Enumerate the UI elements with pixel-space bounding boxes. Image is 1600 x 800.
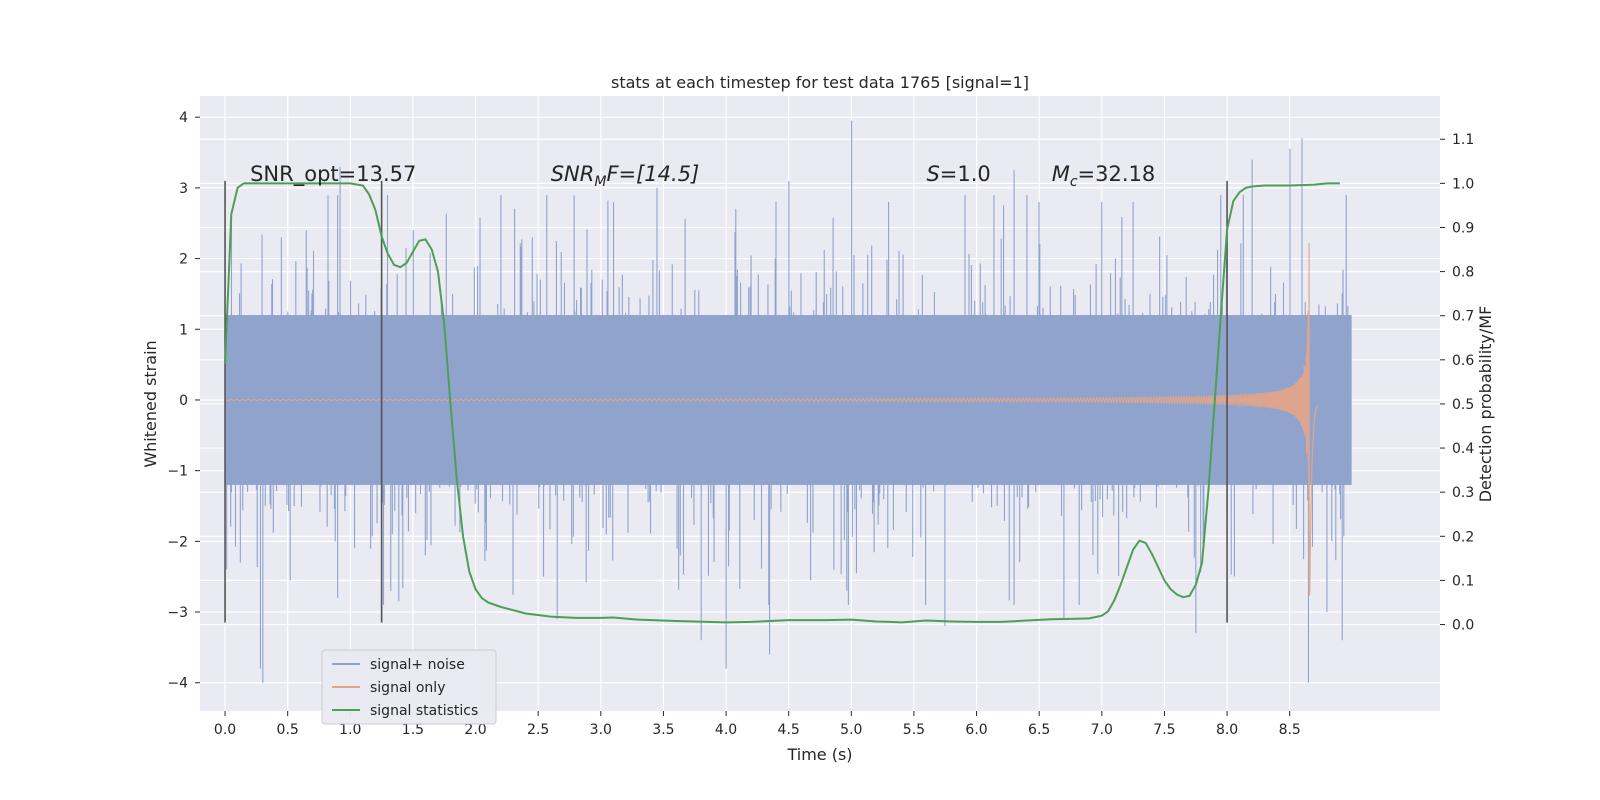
x-tick-label-11: 5.5 [903,722,925,738]
x-tick-label-5: 2.5 [527,722,549,738]
y-tick-label-0: −4 [167,676,188,692]
annotation-mc-base: M [1052,162,1070,186]
x-tick-label-7: 3.5 [652,722,674,738]
x-tick-label-14: 7.0 [1091,722,1113,738]
y2-tick-label-5: 0.5 [1452,397,1474,413]
x-tick-label-2: 1.0 [339,722,361,738]
annotation-s: S=1.0 [926,162,990,186]
x-axis-ticks: 0.0 0.5 1.0 1.5 2.0 2.5 3.0 3.5 4.0 4.5 5.0 5.5 6.0 6… [214,711,1301,738]
y2-tick-label-0: 0.0 [1452,618,1474,634]
legend-label-signal-statistics: signal statistics [370,703,478,719]
x-tick-label-0: 0.0 [214,722,236,738]
x-tick-label-4: 2.0 [464,722,486,738]
series-signal-statistics [224,182,1340,624]
annotation-mc-sub: c [1070,174,1078,190]
x-tick-label-16: 8.0 [1216,722,1238,738]
vertical-markers [224,180,1228,623]
statistics-trace [224,182,1340,624]
chart-title: stats at each timestep for test data 176… [611,73,1029,92]
x-tick-label-13: 6.5 [1028,722,1050,738]
y-tick-label-4: 0 [179,393,188,409]
y-axis-ticks: −4 −3 −2 −1 0 1 2 3 4 [167,110,200,692]
y2-tick-label-1: 0.1 [1452,573,1474,589]
x-tick-label-12: 6.0 [965,722,987,738]
y-tick-label-8: 4 [179,110,188,126]
x-tick-label-1: 0.5 [277,722,299,738]
legend-frame [321,649,497,725]
y2-tick-label-9: 0.9 [1452,220,1474,236]
annotation-snr-mf-sub: M [594,174,606,190]
x-tick-label-15: 7.5 [1153,722,1175,738]
y-tick-label-2: −2 [167,534,188,550]
y2-tick-label-2: 0.2 [1452,529,1474,545]
y2-axis-label: Detection probability/MF [1476,306,1495,503]
legend-label-signal-only: signal only [370,680,445,696]
y-tick-label-6: 2 [179,252,188,268]
y2-tick-label-3: 0.3 [1452,485,1474,501]
y2-tick-label-7: 0.7 [1452,309,1474,325]
y2-tick-label-8: 0.8 [1452,265,1474,281]
x-tick-label-8: 4.0 [715,722,737,738]
x-tick-label-3: 1.5 [402,722,424,738]
legend-label-signal-noise: signal+ noise [370,657,465,673]
y2-tick-label-6: 0.6 [1452,353,1474,369]
annotation-mc-rest: =32.18 [1078,162,1156,186]
x-tick-label-6: 3.0 [590,722,612,738]
signal-trace [225,243,1318,596]
y-tick-label-3: −1 [167,464,188,480]
y2-axis-ticks: 0.0 0.1 0.2 0.3 0.4 0.5 0.6 0.7 0.8 0.9 1.0 1.1 [1440,132,1474,634]
annotation-snr-opt: SNR_opt=13.57 [250,162,416,187]
annotation-snr-mf: SNRMF=[14.5] [551,162,700,190]
x-tick-label-9: 4.5 [778,722,800,738]
y-tick-label-5: 1 [179,322,188,338]
x-tick-label-10: 5.0 [840,722,862,738]
x-tick-label-17: 8.5 [1279,722,1301,738]
x-axis-label: Time (s) [786,745,852,764]
annotation-mc: Mc=32.18 [1052,162,1156,190]
annotation-snr-mf-rest: F=[14.5] [606,162,699,186]
annotation-snr-mf-base: SNR [551,162,595,186]
annotation-s-base: S [926,162,939,186]
y-axis-label: Whitened strain [141,340,160,467]
y-tick-label-1: −3 [167,605,188,621]
y2-tick-label-4: 0.4 [1452,441,1474,457]
annotation-s-rest: =1.0 [940,162,991,186]
legend: signal+ noise signal only signal statist… [321,649,497,725]
series-signal-only [225,243,1318,596]
y2-tick-label-10: 1.0 [1452,176,1474,192]
y2-tick-label-11: 1.1 [1452,132,1474,148]
annotations: SNR_opt=13.57 SNRMF=[14.5] S=1.0 Mc=32.1… [250,162,1155,190]
y-tick-label-7: 3 [179,181,188,197]
